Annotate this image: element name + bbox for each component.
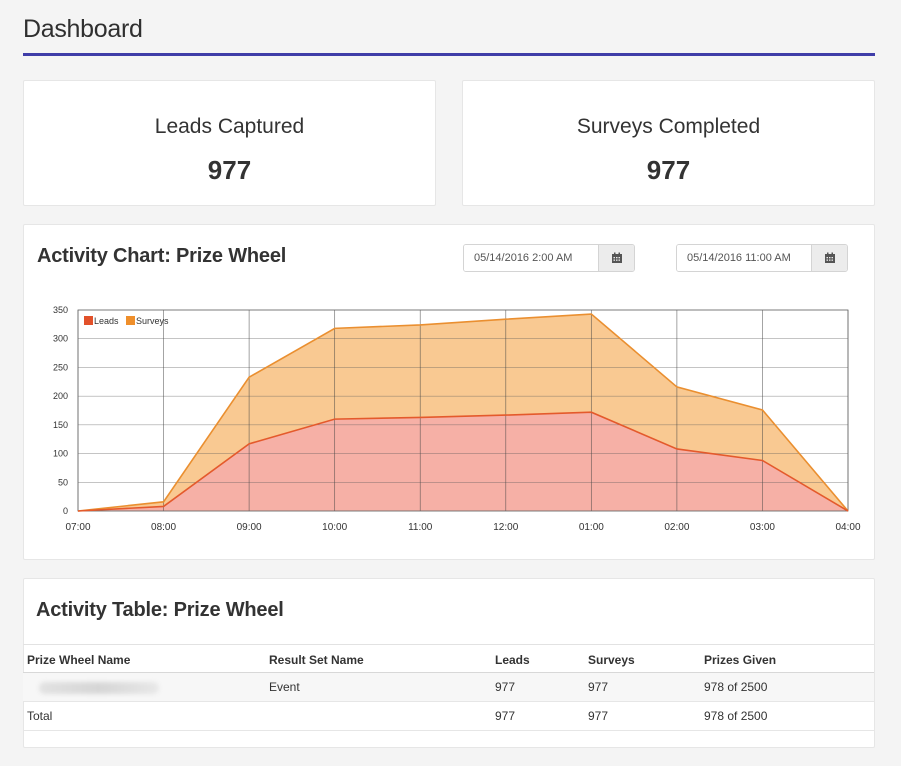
col-leads: Leads xyxy=(495,644,588,673)
x-tick-label: 01:00 xyxy=(579,522,604,533)
legend-label-leads: Leads xyxy=(94,316,119,326)
chart-panel-title: Activity Chart: Prize Wheel xyxy=(37,245,287,267)
total-prizes-cell: 978 of 2500 xyxy=(704,701,874,731)
page-header: Dashboard xyxy=(23,10,875,56)
y-tick-label: 300 xyxy=(53,334,68,344)
legend-swatch-leads xyxy=(84,316,93,325)
total-leads-cell: 977 xyxy=(495,701,588,731)
y-tick-label: 150 xyxy=(53,420,68,430)
series-line-surveys xyxy=(77,313,849,512)
total-surveys-cell: 977 xyxy=(588,701,704,731)
series-area-leads xyxy=(78,412,848,511)
start-date-picker xyxy=(463,244,635,272)
calendar-icon xyxy=(824,252,835,263)
legend-label-surveys: Surveys xyxy=(136,316,169,326)
y-tick-label: 350 xyxy=(53,305,68,315)
redacted-name xyxy=(39,681,159,694)
surveys-completed-label: Surveys Completed xyxy=(576,115,761,138)
prizes-cell: 978 of 2500 xyxy=(704,672,874,702)
x-tick-label: 07:00 xyxy=(65,522,90,533)
table-header-row: Prize Wheel Name Result Set Name Leads S… xyxy=(23,644,874,673)
x-tick-label: 03:00 xyxy=(750,522,775,533)
prize-wheel-name-cell xyxy=(23,672,269,702)
y-tick-label: 200 xyxy=(53,391,68,401)
x-tick-label: 08:00 xyxy=(151,522,176,533)
activity-chart: 0 50 100 150 200 250 300 350 07:00 08:00 09:00 10:0… xyxy=(53,305,861,533)
start-date-input[interactable] xyxy=(464,245,598,271)
x-tick-label: 04:00 xyxy=(835,522,860,533)
result-set-cell: Event xyxy=(269,672,495,702)
y-tick-label: 100 xyxy=(53,449,68,459)
end-date-calendar-button[interactable] xyxy=(811,245,847,271)
total-label-cell: Total xyxy=(23,701,269,731)
col-prizes-given: Prizes Given xyxy=(704,644,874,673)
end-date-input[interactable] xyxy=(677,245,811,271)
table-total-row: Total 977 977 978 of 2500 xyxy=(23,701,874,731)
y-tick-label: 0 xyxy=(63,506,68,516)
plot-border xyxy=(77,309,849,512)
y-tick-label: 250 xyxy=(53,362,68,372)
y-tick-label: 50 xyxy=(58,477,68,487)
leads-captured-label: Leads Captured xyxy=(154,115,305,138)
table-row: Event 977 977 978 of 2500 xyxy=(23,672,874,702)
x-tick-label: 12:00 xyxy=(493,522,518,533)
col-surveys: Surveys xyxy=(588,644,704,673)
leads-cell: 977 xyxy=(495,672,588,702)
x-tick-label: 09:00 xyxy=(237,522,262,533)
total-result-set-cell xyxy=(269,701,495,731)
page-title: Dashboard xyxy=(23,15,143,43)
x-tick-label: 10:00 xyxy=(322,522,347,533)
leads-captured-card: Leads Captured 977 xyxy=(23,80,436,206)
series-area-surveys xyxy=(78,314,848,511)
x-tick-label: 11:00 xyxy=(408,522,433,533)
leads-captured-value: 977 xyxy=(207,155,252,185)
series-line-leads xyxy=(77,411,849,512)
surveys-cell: 977 xyxy=(588,672,704,702)
col-result-set-name: Result Set Name xyxy=(269,644,495,673)
surveys-completed-value: 977 xyxy=(646,155,691,185)
legend-swatch-surveys xyxy=(126,316,135,325)
activity-table: Prize Wheel Name Result Set Name Leads S… xyxy=(23,644,874,731)
col-prize-wheel-name: Prize Wheel Name xyxy=(23,644,269,673)
x-tick-label: 02:00 xyxy=(664,522,689,533)
calendar-icon xyxy=(611,252,622,263)
table-panel-title: Activity Table: Prize Wheel xyxy=(36,599,284,621)
surveys-completed-card: Surveys Completed 977 xyxy=(462,80,875,206)
start-date-calendar-button[interactable] xyxy=(598,245,634,271)
end-date-picker xyxy=(676,244,848,272)
